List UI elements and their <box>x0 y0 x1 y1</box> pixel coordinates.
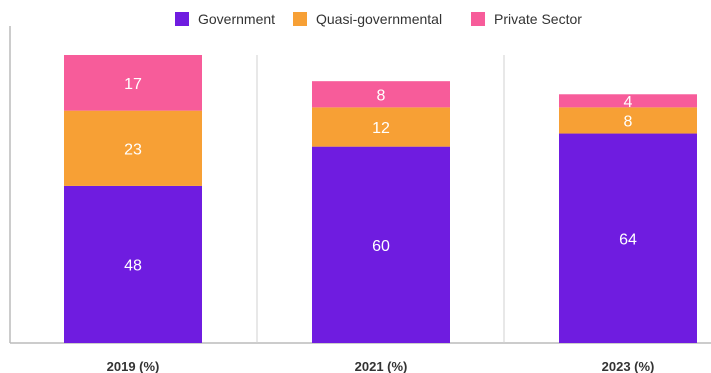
legend: Government Quasi-governmental Private Se… <box>0 11 711 31</box>
bar-government-0 <box>64 185 202 343</box>
legend-item-quasi-governmental: Quasi-governmental <box>293 11 442 27</box>
data-label-government-0: 48 <box>124 257 142 274</box>
legend-item-government: Government <box>175 11 275 27</box>
legend-swatch-private-sector <box>471 12 485 26</box>
data-label-government-2: 64 <box>619 231 637 248</box>
legend-label-quasi-governmental: Quasi-governmental <box>316 11 443 27</box>
legend-label-private-sector: Private Sector <box>494 11 582 27</box>
x-tick-label-0: 2019 (%) <box>107 359 160 373</box>
data-label-government-1: 60 <box>372 238 390 255</box>
data-label-quasi-governmental-2: 8 <box>624 113 633 130</box>
bar-quasi-governmental-1 <box>312 107 450 147</box>
x-tick-label-2: 2023 (%) <box>602 359 655 373</box>
bar-government-1 <box>312 146 450 343</box>
data-label-private-sector-1: 8 <box>377 87 386 104</box>
bar-private-sector-0 <box>64 55 202 111</box>
data-label-quasi-governmental-0: 23 <box>124 141 142 158</box>
x-tick-label-1: 2021 (%) <box>355 359 408 373</box>
data-label-quasi-governmental-1: 12 <box>372 120 390 137</box>
bar-quasi-governmental-0 <box>64 110 202 186</box>
legend-label-government: Government <box>198 11 276 27</box>
bar-private-sector-1 <box>312 81 450 108</box>
legend-swatch-quasi-governmental <box>293 12 307 26</box>
bar-government-2 <box>559 133 697 343</box>
legend-swatch-government <box>175 12 189 26</box>
legend-item-private-sector: Private Sector <box>471 11 582 27</box>
data-label-private-sector-2: 4 <box>624 94 633 111</box>
bar-private-sector-2 <box>559 94 697 108</box>
data-label-private-sector-0: 17 <box>124 76 142 93</box>
bar-quasi-governmental-2 <box>559 107 697 134</box>
